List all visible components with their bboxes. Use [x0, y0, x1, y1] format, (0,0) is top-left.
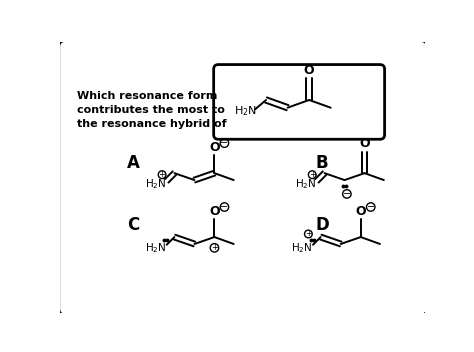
Text: A: A	[127, 154, 140, 172]
Text: H$_2$N: H$_2$N	[234, 105, 256, 118]
Text: contributes the most to: contributes the most to	[77, 105, 225, 115]
Text: B: B	[316, 154, 328, 172]
Text: H$_2$N: H$_2$N	[295, 177, 317, 191]
Text: O: O	[209, 141, 220, 154]
Text: H$_2$N: H$_2$N	[145, 177, 167, 191]
Text: +: +	[159, 170, 165, 179]
Text: H$_2$N: H$_2$N	[145, 241, 167, 255]
Text: H$_2$N: H$_2$N	[292, 241, 313, 255]
Text: Which resonance form: Which resonance form	[77, 91, 218, 101]
Text: −: −	[220, 202, 228, 212]
Text: C: C	[128, 216, 140, 234]
Text: O: O	[356, 205, 366, 218]
Text: −: −	[220, 138, 228, 148]
Text: O: O	[209, 205, 220, 218]
Text: D: D	[315, 216, 329, 234]
Text: −: −	[343, 189, 351, 199]
FancyBboxPatch shape	[214, 64, 384, 139]
Text: −: −	[367, 202, 375, 212]
Text: +: +	[211, 243, 218, 252]
Text: the resonance hybrid of: the resonance hybrid of	[77, 119, 227, 129]
Text: +: +	[309, 170, 316, 179]
Text: O: O	[304, 64, 314, 77]
FancyBboxPatch shape	[59, 41, 427, 315]
Text: +: +	[305, 230, 312, 238]
Text: O: O	[359, 137, 370, 150]
